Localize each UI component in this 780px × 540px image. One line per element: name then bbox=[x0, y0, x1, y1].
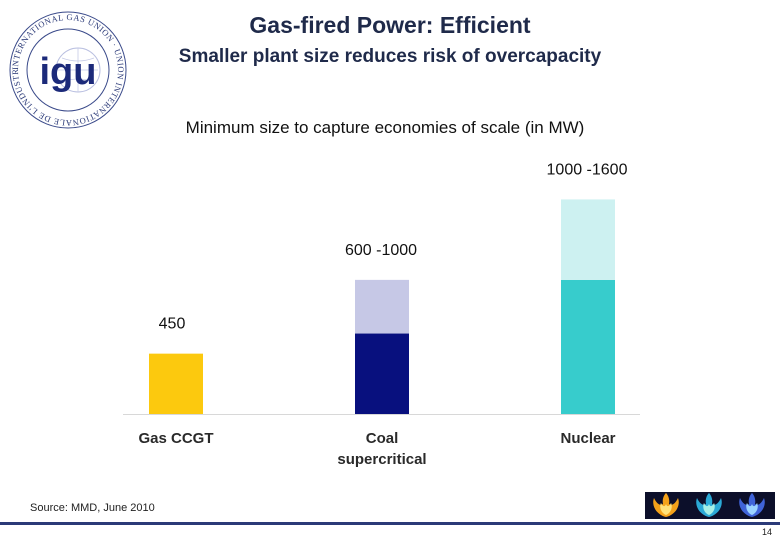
flame-icon bbox=[739, 493, 765, 517]
bar-minimum bbox=[561, 279, 615, 414]
bar-range bbox=[355, 279, 409, 334]
page-title: Gas-fired Power: Efficient bbox=[249, 12, 531, 38]
data-label: 450 bbox=[159, 316, 186, 333]
x-tick-label: Coal bbox=[366, 430, 399, 447]
x-tick-label: supercritical bbox=[337, 451, 426, 468]
page-number: 14 bbox=[761, 527, 772, 537]
bar-minimum bbox=[355, 333, 409, 414]
page-subtitle: Smaller plant size reduces risk of overc… bbox=[178, 46, 602, 67]
flame-icon bbox=[653, 493, 679, 517]
igu-logo: INTERNATIONAL GAS UNION · UNION INTERNAT… bbox=[6, 8, 127, 129]
x-tick-label: Gas CCGT bbox=[138, 430, 213, 447]
footer-rule bbox=[0, 522, 780, 525]
data-label: 1000 -1600 bbox=[547, 161, 628, 178]
data-label: 600 -1000 bbox=[345, 242, 417, 259]
flame-banner-image bbox=[645, 492, 775, 519]
x-tick-label: Nuclear bbox=[560, 430, 615, 447]
chart-title: Minimum size to capture economies of sca… bbox=[185, 118, 585, 137]
source-note: Source: MMD, June 2010 bbox=[30, 502, 155, 514]
bar-range bbox=[561, 199, 615, 280]
flame-icon bbox=[696, 493, 722, 517]
logo-letters: igu bbox=[40, 51, 97, 93]
bar-minimum bbox=[149, 353, 203, 414]
